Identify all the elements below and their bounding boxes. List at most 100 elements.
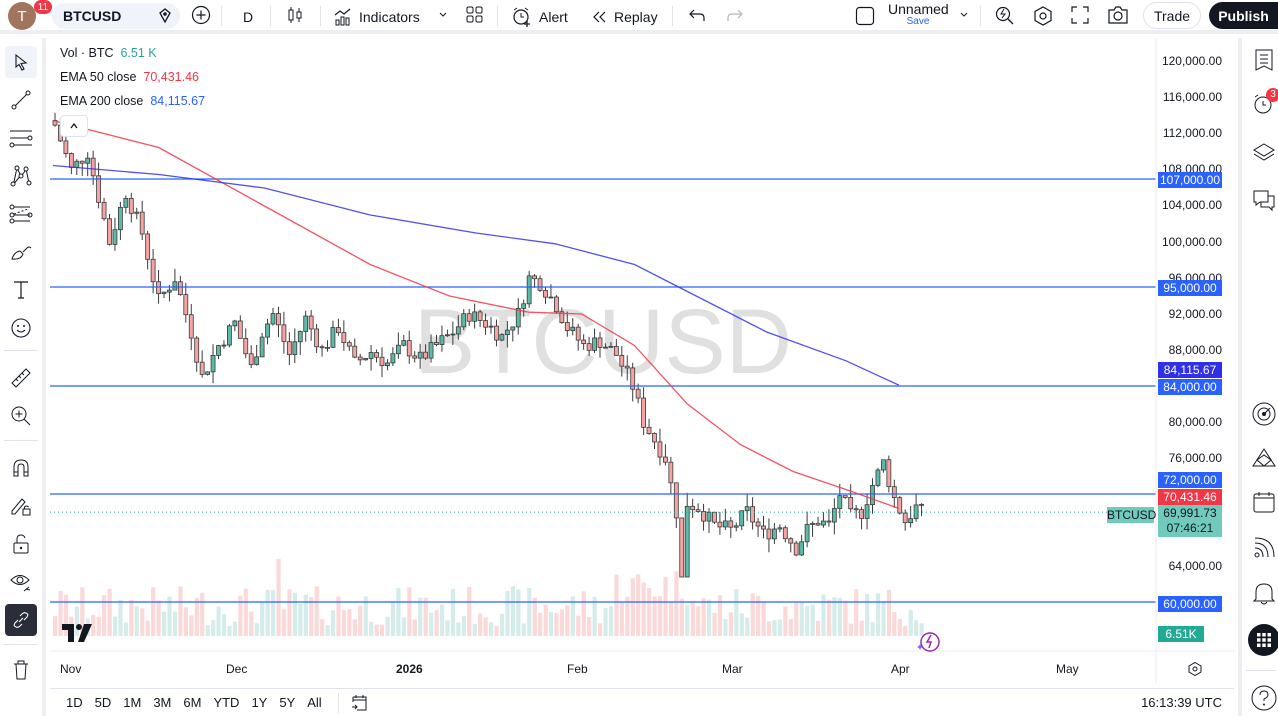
- collapse-legend-button[interactable]: [60, 115, 88, 137]
- hline-tag-95000: 95,000.00: [1158, 280, 1222, 296]
- horizontal-lines-tool[interactable]: [5, 122, 37, 154]
- layout-name[interactable]: Unnamed Save: [888, 1, 949, 27]
- grid-dots-icon: [1248, 624, 1278, 656]
- gauge-icon: [1252, 402, 1276, 426]
- notifications-button[interactable]: [1248, 578, 1278, 610]
- range-6m[interactable]: 6M: [183, 695, 202, 710]
- price-axis-label: 76,000.00: [1168, 451, 1222, 465]
- unlock-icon: [13, 534, 29, 554]
- alerts-button[interactable]: 3: [1248, 88, 1278, 120]
- zoom-in-tool[interactable]: [5, 400, 37, 432]
- undo-icon[interactable]: [688, 6, 706, 24]
- trade-button[interactable]: Trade: [1143, 2, 1201, 29]
- range-1d[interactable]: 1D: [66, 695, 83, 710]
- indicators-chevron-icon[interactable]: [438, 10, 448, 20]
- pencil-lock-icon: [11, 498, 31, 516]
- price-axis-label: 80,000.00: [1168, 415, 1222, 429]
- quick-search-icon[interactable]: [994, 5, 1016, 27]
- fullscreen-icon[interactable]: [1070, 5, 1090, 25]
- layout-checkbox-icon[interactable]: [855, 6, 875, 26]
- link-tool[interactable]: [5, 604, 37, 636]
- tv-logo-icon: [62, 624, 92, 642]
- cursor-icon: [15, 53, 28, 71]
- avatar[interactable]: T 11: [8, 0, 52, 30]
- pattern-icon: [10, 165, 32, 187]
- price-axis-label: 100,000.00: [1161, 235, 1222, 249]
- lock-tool[interactable]: [5, 528, 37, 560]
- trendline-tool[interactable]: [5, 84, 37, 116]
- stay-drawing-tool[interactable]: [5, 490, 37, 522]
- clock[interactable]: 16:13:39 UTC: [1141, 695, 1222, 710]
- price-chart[interactable]: BTCUSD: [50, 38, 1234, 684]
- apps-button[interactable]: [1248, 624, 1278, 656]
- volume-legend: Vol · BTC 6.51 K: [60, 46, 157, 60]
- candles-icon[interactable]: [285, 5, 305, 25]
- forecasting-tool[interactable]: [5, 198, 37, 230]
- replay-button[interactable]: Replay: [592, 3, 658, 31]
- settings-icon[interactable]: [1032, 5, 1054, 27]
- diamond-icon[interactable]: [156, 7, 174, 25]
- range-all[interactable]: All: [307, 695, 322, 710]
- chart-pane[interactable]: BTCUSD Vol · BTC 6.51 K EMA 50 close 70,…: [50, 38, 1234, 684]
- range-1y[interactable]: 1Y: [251, 695, 268, 710]
- hline-tag-84000: 84,000.00: [1158, 379, 1222, 395]
- range-1m[interactable]: 1M: [123, 695, 142, 710]
- symbol-search[interactable]: BTCUSD: [52, 3, 180, 29]
- layout-chevron-icon[interactable]: [959, 10, 969, 20]
- ideas-button[interactable]: [1248, 442, 1278, 474]
- magnet-tool[interactable]: [5, 452, 37, 484]
- object-tree-button[interactable]: [1248, 136, 1278, 168]
- camera-icon[interactable]: [1107, 5, 1129, 25]
- calendar-icon: [1253, 492, 1275, 513]
- time-axis-label: Mar: [722, 662, 743, 676]
- emoji-tool[interactable]: [5, 312, 37, 344]
- eye-icon: [10, 575, 31, 592]
- watchlist-button[interactable]: [1248, 44, 1278, 76]
- alert-button[interactable]: Alert: [511, 3, 568, 31]
- tradingview-logo[interactable]: [62, 624, 96, 647]
- redo-icon[interactable]: [726, 6, 744, 24]
- add-symbol-icon[interactable]: [191, 5, 211, 25]
- bottom-toolbar: 1D 5D 1M 3M 6M YTD 1Y 5Y All 16:13:39 UTC: [50, 688, 1234, 716]
- pattern-tool[interactable]: [5, 160, 37, 192]
- publish-button[interactable]: Publish: [1209, 2, 1278, 29]
- cursor-tool[interactable]: [5, 46, 37, 78]
- price-axis-label: 120,000.00: [1161, 54, 1222, 68]
- symbol-tag: BTCUSD: [1107, 507, 1157, 523]
- hide-tool[interactable]: [5, 566, 37, 598]
- range-5y[interactable]: 5Y: [279, 695, 296, 710]
- range-3m[interactable]: 3M: [153, 695, 172, 710]
- rss-icon: [1254, 537, 1275, 558]
- interval-button[interactable]: D: [243, 9, 254, 25]
- range-5d[interactable]: 5D: [94, 695, 112, 710]
- hline-tag-72000: 72,000.00: [1158, 472, 1222, 488]
- goto-date-icon[interactable]: [349, 693, 369, 713]
- range-ytd[interactable]: YTD: [213, 695, 240, 710]
- chat-button[interactable]: [1248, 184, 1278, 216]
- ai-assistant-button[interactable]: [916, 630, 942, 659]
- price-axis-label: 64,000.00: [1168, 559, 1222, 573]
- axis-settings-icon[interactable]: [1187, 661, 1203, 677]
- delete-tool[interactable]: [5, 654, 37, 686]
- help-button[interactable]: [1248, 682, 1278, 714]
- drawing-toolbar: [0, 38, 46, 716]
- symbol-name: BTCUSD: [63, 8, 122, 24]
- calendar-button[interactable]: [1248, 486, 1278, 518]
- ema200-legend: EMA 200 close 84,115.67: [60, 94, 206, 108]
- layouts-grid-icon[interactable]: [465, 5, 485, 25]
- text-tool[interactable]: [5, 274, 37, 306]
- brush-tool[interactable]: [5, 236, 37, 268]
- news-button[interactable]: [1248, 532, 1278, 564]
- smiley-icon: [11, 318, 31, 338]
- technicals-button[interactable]: [1248, 398, 1278, 430]
- alarm-icon: [1254, 94, 1272, 114]
- ruler-icon: [11, 368, 31, 388]
- brush-icon: [11, 246, 32, 260]
- chevron-up-icon: [70, 122, 78, 129]
- notification-badge: 11: [34, 0, 52, 14]
- price-axis-label: 92,000.00: [1168, 307, 1222, 321]
- measure-tool[interactable]: [5, 362, 37, 394]
- top-toolbar: T 11 BTCUSD D Indicators Alert: [0, 0, 1278, 34]
- indicators-button[interactable]: Indicators: [333, 3, 420, 31]
- alerts-badge: 3: [1266, 88, 1278, 102]
